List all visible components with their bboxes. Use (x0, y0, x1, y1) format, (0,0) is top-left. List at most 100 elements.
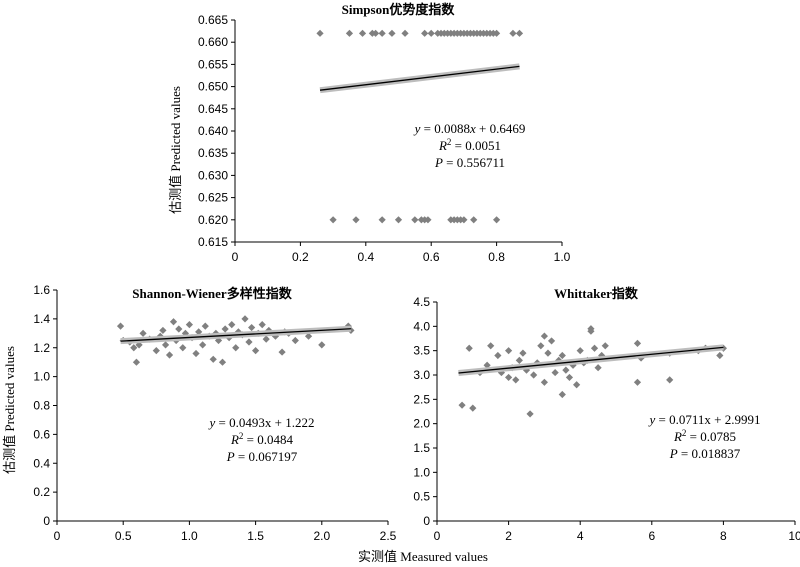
simpson-x-tick-label: 0.8 (488, 250, 505, 264)
simpson-fit-line (319, 65, 520, 91)
simpson-y-tick-label: 0.635 (198, 146, 228, 160)
shannon-ylabel: 估测值 Predicted values (2, 346, 17, 474)
shannon-point (116, 322, 125, 330)
simpson-x-tick-label: 0.4 (357, 250, 374, 264)
whittaker-point (526, 410, 534, 418)
whittaker-y-tick-label: 3.5 (413, 344, 430, 358)
shannon-point (304, 332, 313, 340)
shannon-y-tick-label: 1.6 (33, 283, 50, 297)
shannon-x-tick-label: 2.5 (380, 529, 397, 543)
simpson-y-tick-label: 0.620 (198, 213, 228, 227)
whittaker-annotation: y = 0.0711x + 2.9991 R2 = 0.0785 P = 0.0… (648, 412, 761, 461)
shannon-fit-line (120, 328, 351, 342)
whittaker-x-tick-label: 6 (648, 529, 655, 543)
simpson-x-tick-label: 0.6 (423, 250, 440, 264)
whittaker-point (522, 366, 531, 374)
shannon-point (169, 318, 178, 326)
simpson-point (345, 29, 354, 37)
whittaker-point (540, 332, 548, 340)
shannon-point (232, 344, 240, 352)
simpson-point (493, 216, 501, 224)
whittaker-point (512, 376, 520, 384)
shannon-y-tick-label: 0.2 (33, 485, 50, 499)
whittaker-point (573, 381, 581, 389)
simpson-point (493, 29, 501, 37)
shannon-y-tick-label: 0 (43, 514, 50, 528)
whittaker-panel: Whittaker指数 y = 0.0711x + 2.9991 R2 = 0.… (413, 286, 800, 543)
whittaker-point (601, 342, 609, 350)
whittaker-y-tick-label: 1.5 (413, 441, 430, 455)
simpson-point (388, 29, 396, 37)
simpson-y-tick-label: 0.655 (198, 57, 228, 71)
shannon-point (271, 332, 280, 340)
simpson-title: Simpson优势度指数 (342, 2, 456, 17)
shannon-x-tick-label: 1.0 (181, 529, 198, 543)
shannon-point (161, 341, 170, 349)
simpson-point (329, 216, 337, 224)
whittaker-point (587, 325, 595, 333)
simpson-point (460, 216, 468, 224)
whittaker-y-tick-label: 0.5 (413, 490, 430, 504)
shannon-point (179, 344, 187, 352)
whittaker-title: Whittaker指数 (554, 286, 639, 301)
shared-x-axis-label: 实测值 Measured values (358, 549, 488, 564)
shannon-point (152, 347, 160, 355)
shannon-equation: y = 0.0493x + 1.222 (208, 415, 315, 430)
shannon-r2: R2 = 0.0484 (230, 431, 294, 447)
shannon-point (159, 326, 167, 335)
simpson-point (352, 216, 360, 224)
shannon-point (252, 347, 260, 355)
simpson-y-tick-label: 0.630 (198, 168, 228, 182)
shannon-point (195, 328, 203, 336)
whittaker-point (565, 373, 574, 382)
whittaker-point (540, 378, 548, 386)
whittaker-point (562, 366, 570, 374)
simpson-y-tick-label: 0.665 (198, 13, 228, 27)
whittaker-x-tick-label: 4 (577, 529, 584, 543)
whittaker-p: P = 0.018837 (669, 446, 741, 461)
shannon-point (221, 325, 229, 333)
shannon-point (139, 329, 147, 337)
simpson-y-tick-label: 0.660 (198, 35, 228, 49)
shannon-point (185, 321, 193, 329)
simpson-point (470, 216, 478, 224)
simpson-x-tick-label: 0 (232, 250, 239, 264)
shannon-x-tick-label: 0 (54, 529, 61, 543)
shannon-point (245, 338, 253, 346)
shannon-point (278, 348, 286, 356)
shannon-point (241, 315, 249, 323)
whittaker-point (633, 378, 642, 386)
simpson-ylabel: 估测值 Predicted values (168, 86, 183, 214)
shannon-x-tick-label: 2.0 (313, 529, 330, 543)
whittaker-point (494, 351, 502, 360)
shannon-point (262, 335, 270, 343)
shannon-point (291, 336, 299, 345)
simpson-point (515, 29, 524, 37)
shannon-p: P = 0.067197 (226, 449, 298, 464)
whittaker-point (590, 344, 599, 352)
whittaker-y-tick-label: 2.5 (413, 392, 430, 406)
whittaker-y-tick-label: 4.5 (413, 295, 430, 309)
whittaker-point (716, 351, 724, 360)
shannon-point (258, 321, 266, 329)
shannon-y-tick-label: 0.6 (33, 427, 50, 441)
simpson-y-axis-label: 估测值 Predicted values (168, 86, 183, 214)
shannon-point (248, 323, 256, 332)
whittaker-r2: R2 = 0.0785 (673, 428, 736, 444)
simpson-equation: y = 0.0088x + 0.6469 (413, 121, 526, 136)
whittaker-point (458, 401, 466, 409)
simpson-point (372, 29, 380, 37)
whittaker-point (487, 342, 495, 350)
shannon-point (218, 358, 227, 366)
whittaker-point (544, 349, 552, 357)
whittaker-y-tick-label: 0 (423, 514, 430, 528)
simpson-x-tick-label: 0.2 (292, 250, 309, 264)
shannon-x-tick-label: 0.5 (115, 529, 132, 543)
simpson-point (401, 29, 409, 37)
simpson-point (421, 29, 429, 37)
simpson-y-tick-label: 0.645 (198, 102, 228, 116)
whittaker-point (530, 371, 538, 379)
shannon-y-tick-label: 0.4 (33, 456, 50, 470)
shannon-point (165, 351, 174, 359)
